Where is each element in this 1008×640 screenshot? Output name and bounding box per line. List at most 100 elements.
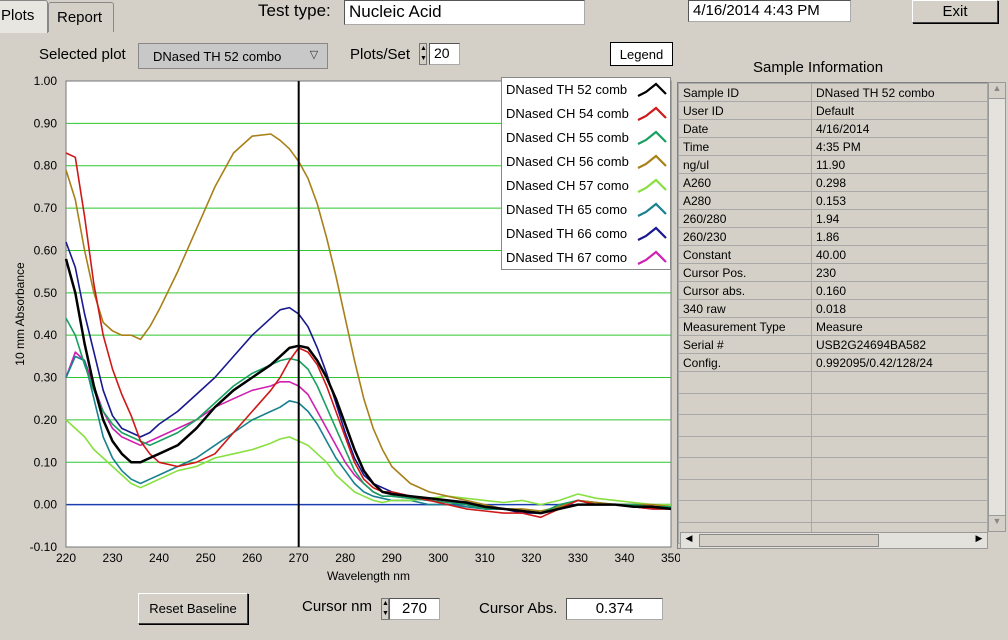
info-key: User ID (678, 101, 812, 120)
info-value: Default (811, 101, 988, 120)
spin-up-icon[interactable]: ▲ (382, 600, 389, 607)
x-tick-label: 340 (614, 551, 634, 565)
legend-label: DNased CH 57 como (506, 178, 629, 193)
info-row: Serial # USB2G24694BA582 (678, 335, 988, 354)
legend-swatch (637, 178, 667, 193)
info-key: Measurement Type (678, 317, 812, 336)
info-key: Time (678, 137, 812, 156)
info-value: 40.00 (811, 245, 988, 264)
test-type-field[interactable]: Nucleic Acid (344, 0, 585, 25)
info-value: 230 (811, 263, 988, 282)
scroll-right-icon[interactable]: ▶ (975, 533, 983, 543)
info-row: 260/230 1.86 (678, 227, 988, 246)
sample-info-panel: Sample ID DNased TH 52 combo User ID Defaul… (677, 82, 988, 549)
info-value: 0.992095/0.42/128/24 (811, 353, 988, 372)
info-value: 0.153 (811, 191, 988, 210)
info-value: 0.160 (811, 281, 988, 300)
legend-swatch-line (637, 130, 667, 145)
info-value: DNased TH 52 combo (811, 83, 988, 102)
info-key: Serial # (678, 335, 812, 354)
legend-entry: DNased TH 66 como (502, 222, 672, 246)
reset-baseline-button[interactable]: Reset Baseline (138, 593, 248, 624)
x-tick-label: 300 (428, 551, 448, 565)
legend-swatch (637, 226, 667, 241)
legend-entry: DNased CH 54 comb (502, 102, 672, 126)
selected-plot-value: DNased TH 52 combo (153, 49, 282, 64)
datetime-display: 4/16/2014 4:43 PM (688, 0, 851, 22)
scroll-up-icon[interactable]: ▲ (989, 83, 1005, 99)
series-line (65, 133, 672, 512)
plot-border (65, 80, 672, 548)
spin-down-icon[interactable]: ▼ (420, 55, 427, 62)
legend-swatch-line (637, 154, 667, 169)
info-value: 11.90 (811, 155, 988, 174)
info-value: 4/16/2014 (811, 119, 988, 138)
info-row-empty (678, 414, 988, 437)
legend-label: DNased CH 54 comb (506, 106, 629, 121)
tab-report[interactable]: Report (48, 2, 114, 32)
y-tick-label: 1.00 (34, 74, 58, 88)
scroll-down-icon[interactable]: ▼ (989, 515, 1005, 531)
vertical-scrollbar[interactable]: ▲ ▼ (988, 82, 1006, 532)
x-tick-label: 280 (335, 551, 355, 565)
legend-swatch (637, 202, 667, 217)
horizontal-scrollbar[interactable]: ◀ ▶ (680, 532, 988, 549)
x-tick-label: 350 (661, 551, 680, 565)
info-value: USB2G24694BA582 (811, 335, 988, 354)
tab-plots-label: Plots (1, 7, 35, 24)
info-row-empty (678, 392, 988, 415)
selected-plot-label: Selected plot (39, 46, 126, 63)
cursor-abs-label: Cursor Abs. (479, 600, 558, 617)
x-tick-label: 290 (382, 551, 402, 565)
cursor-nm-spinner[interactable]: ▲ ▼ (381, 598, 389, 620)
y-tick-label: 0.80 (34, 159, 58, 173)
info-value: 4:35 PM (811, 137, 988, 156)
legend-swatch (637, 154, 667, 169)
legend-label: DNased TH 66 como (506, 226, 628, 241)
cursor-nm-input[interactable]: 270 (389, 598, 440, 620)
y-tick-label: 0.20 (34, 413, 58, 427)
y-tick-labels: 1.00 0.90 0.80 0.70 0.60 0.50 0.40 0.30 0.20 0.10… (30, 74, 58, 554)
legend-swatch (637, 250, 667, 265)
scroll-thumb[interactable] (699, 534, 879, 547)
y-tick-label: 0.70 (34, 201, 58, 215)
info-key: A260 (678, 173, 812, 192)
info-row-empty (678, 435, 988, 458)
series-line (65, 419, 671, 506)
info-row: User ID Default (678, 101, 988, 120)
legend-entry: DNased TH 52 comb (502, 78, 672, 102)
info-key: Date (678, 119, 812, 138)
info-value: Measure (811, 317, 988, 336)
legend-swatch-line (637, 82, 667, 97)
info-key: 260/280 (678, 209, 812, 228)
plots-per-set-label: Plots/Set (350, 46, 411, 63)
info-key: A280 (678, 191, 812, 210)
info-row: Sample ID DNased TH 52 combo (678, 83, 988, 102)
legend-button[interactable]: Legend (610, 42, 673, 66)
info-key: Cursor Pos. (678, 263, 812, 282)
info-row: A260 0.298 (678, 173, 988, 192)
plots-per-set-input[interactable]: 20 (429, 43, 460, 65)
y-axis-label: 10 mm Absorbance (13, 262, 27, 366)
info-row: ng/ul 11.90 (678, 155, 988, 174)
info-value: 1.86 (811, 227, 988, 246)
legend-swatch (637, 106, 667, 121)
info-key: 260/230 (678, 227, 812, 246)
legend-label: DNased CH 56 comb (506, 154, 629, 169)
legend-label: DNased TH 67 como (506, 250, 628, 265)
scroll-left-icon[interactable]: ◀ (685, 533, 693, 543)
tab-plots[interactable]: Plots (0, 0, 48, 33)
sample-info-table: Sample ID DNased TH 52 combo User ID Defaul… (678, 83, 988, 544)
plots-per-set-spinner[interactable]: ▲ ▼ (419, 43, 427, 65)
spin-up-icon[interactable]: ▲ (420, 45, 427, 52)
info-row: Cursor Pos. 230 (678, 263, 988, 282)
spin-down-icon[interactable]: ▼ (382, 610, 389, 617)
x-tick-label: 330 (568, 551, 588, 565)
info-row: Date 4/16/2014 (678, 119, 988, 138)
selected-plot-dropdown[interactable]: DNased TH 52 combo ▽ (138, 43, 328, 69)
x-tick-label: 230 (103, 551, 123, 565)
y-tick-label: 0.10 (34, 455, 58, 469)
cursor-nm-label: Cursor nm (302, 598, 373, 615)
exit-button[interactable]: Exit (912, 0, 998, 23)
x-tick-label: 250 (196, 551, 216, 565)
